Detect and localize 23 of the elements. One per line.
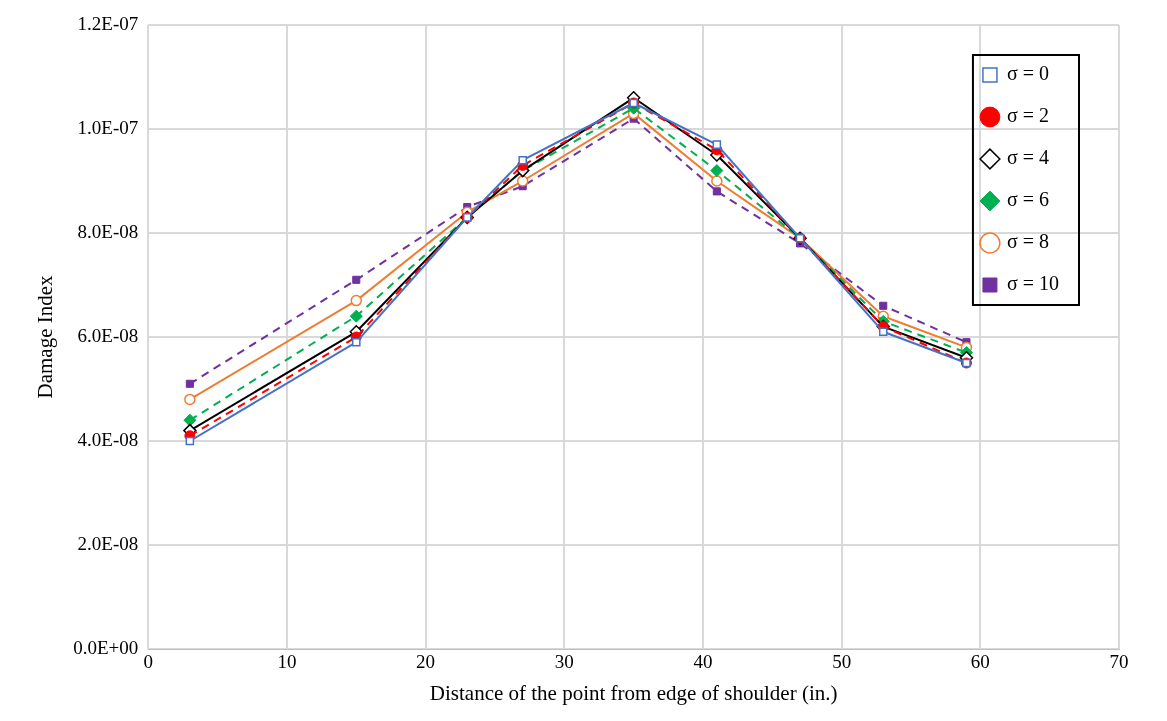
y-axis-title: Damage Index xyxy=(33,274,58,399)
legend-label: σ = 4 xyxy=(1006,146,1049,169)
y-tick-label: 6.0E-08 xyxy=(77,324,139,346)
y-tick-label: 1.0E-07 xyxy=(77,116,139,138)
x-tick-label: 50 xyxy=(832,651,852,673)
x-tick-label: 60 xyxy=(970,651,990,673)
legend-label: σ = 2 xyxy=(1006,104,1049,127)
y-tick-label: 1.2E-07 xyxy=(77,12,139,34)
legend-label: σ = 0 xyxy=(1006,62,1049,85)
x-tick-label: 40 xyxy=(693,651,713,673)
x-tick-label: 0 xyxy=(143,651,154,673)
x-tick-label: 30 xyxy=(554,651,574,673)
x-tick-label: 20 xyxy=(416,651,436,673)
x-tick-label: 10 xyxy=(277,651,297,673)
y-tick-label: 8.0E-08 xyxy=(77,220,139,242)
legend-label: σ = 6 xyxy=(1006,188,1049,211)
y-tick-label: 2.0E-08 xyxy=(77,532,139,554)
legend-label: σ = 8 xyxy=(1006,230,1049,253)
legend-label: σ = 10 xyxy=(1006,272,1059,295)
x-axis-title: Distance of the point from edge of shoulder (in.) xyxy=(429,680,838,705)
y-tick-label: 4.0E-08 xyxy=(77,428,139,450)
y-tick-label: 0.0E+00 xyxy=(73,636,139,658)
x-tick-label: 70 xyxy=(1109,651,1129,673)
